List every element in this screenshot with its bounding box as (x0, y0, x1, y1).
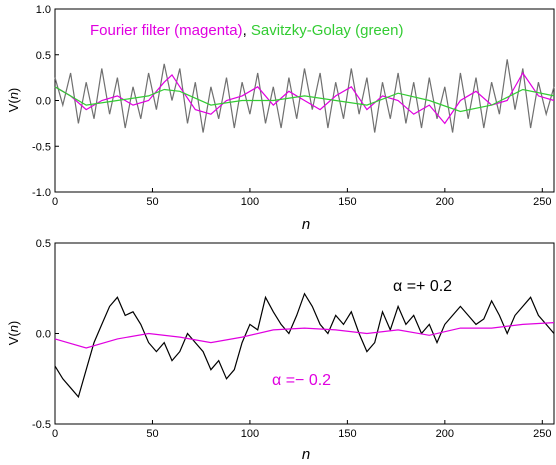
top-series (54, 59, 555, 133)
top-panel: 0 50 100 150 200 250 1.0 0.5 0.0 -0.5 -1.0 Fourier… (6, 4, 555, 233)
bottom-ytick-label: -0.5 (32, 419, 51, 431)
top-ytick-label: 0.0 (36, 96, 51, 108)
legend-separator: , (243, 22, 251, 39)
top-ylabel-suffix: ) (6, 88, 21, 92)
bottom-series-plus-line (54, 292, 555, 399)
bottom-plot-frame (54, 242, 555, 425)
bottom-xtick-label: 50 (146, 428, 158, 440)
annotation-alpha-minus-symbol: α (272, 372, 281, 389)
top-ylabel: V(n) (6, 88, 21, 113)
top-ytick-label: -0.5 (32, 141, 51, 153)
bottom-series-minus-line (54, 322, 555, 349)
bottom-ytick-label: 0.5 (36, 238, 51, 250)
top-series-raw-line (54, 59, 555, 133)
top-ticks: 0 50 100 150 200 250 1.0 0.5 0.0 -0.5 -1.0 (32, 4, 551, 208)
top-xtick-label: 50 (146, 196, 158, 208)
top-ytick-label: 0.5 (36, 50, 51, 62)
bottom-xtick-label: 0 (52, 428, 58, 440)
annotation-alpha-minus: α =− 0.2 (272, 372, 331, 389)
top-series-savgol-line (54, 86, 555, 113)
annotation-alpha-plus-symbol: α (393, 278, 402, 295)
bottom-ytick-label: 0.0 (36, 329, 51, 341)
legend-fourier: Fourier filter (magenta) (90, 22, 243, 39)
top-ylabel-prefix: V( (6, 99, 21, 113)
annotation-alpha-minus-value: =− 0.2 (281, 372, 331, 389)
top-xtick-label: 200 (436, 196, 454, 208)
top-xtick-label: 100 (241, 196, 259, 208)
bottom-ticks: 0 50 100 150 200 250 0.5 0.0 -0.5 (32, 238, 551, 440)
top-ytick-label: -1.0 (32, 187, 51, 199)
bottom-xlabel: n (302, 446, 310, 463)
bottom-xtick-label: 250 (533, 428, 551, 440)
bottom-panel: 0 50 100 150 200 250 0.5 0.0 -0.5 α =+ 0.2 α =− … (6, 238, 555, 463)
bottom-xtick-label: 200 (436, 428, 454, 440)
top-series-fourier-line (54, 71, 555, 125)
top-ylabel-var: n (6, 92, 21, 99)
bottom-ylabel-var: n (6, 325, 21, 332)
bottom-xtick-label: 100 (241, 428, 259, 440)
bottom-ylabel-prefix: V( (6, 332, 21, 346)
bottom-xtick-label: 150 (338, 428, 356, 440)
top-xtick-label: 150 (338, 196, 356, 208)
bottom-ylabel-suffix: ) (6, 321, 21, 325)
legend-savgol: Savitzky-Golay (green) (251, 22, 404, 39)
top-ytick-label: 1.0 (36, 4, 51, 16)
top-xlabel: n (302, 216, 310, 233)
bottom-ylabel: V(n) (6, 321, 21, 346)
annotation-alpha-plus: α =+ 0.2 (393, 278, 452, 295)
top-legend: Fourier filter (magenta), Savitzky-Golay… (90, 22, 403, 39)
bottom-series (54, 292, 555, 399)
annotation-alpha-plus-value: =+ 0.2 (402, 278, 452, 295)
top-xtick-label: 250 (533, 196, 551, 208)
top-xtick-label: 0 (52, 196, 58, 208)
